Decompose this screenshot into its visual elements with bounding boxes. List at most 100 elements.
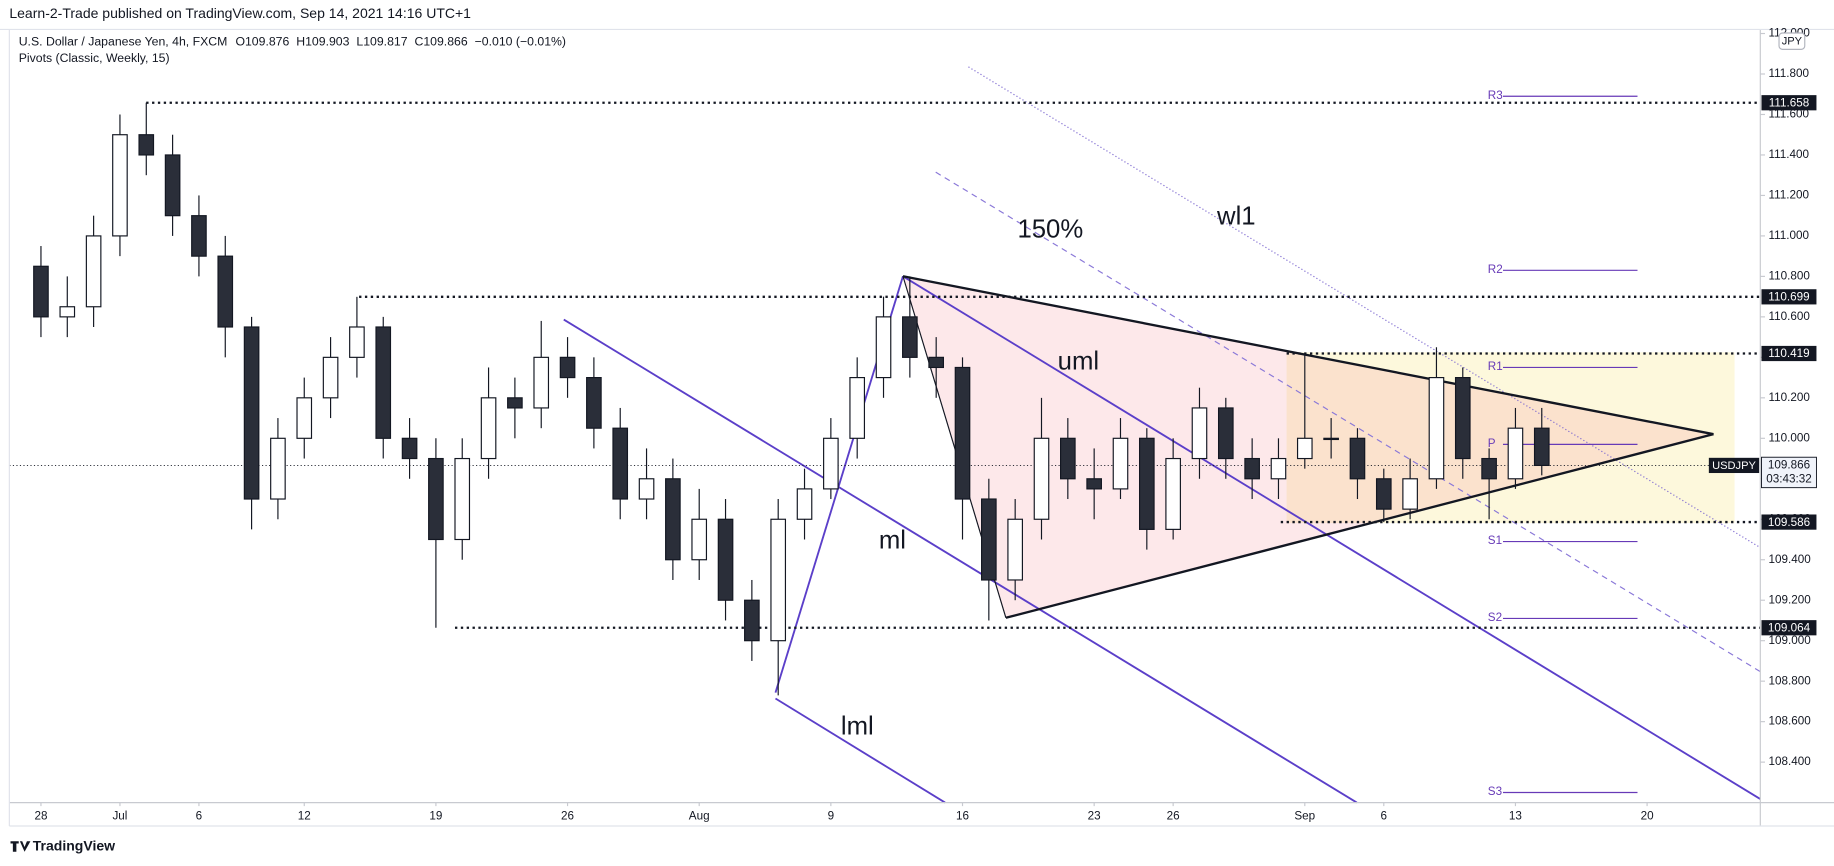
ohlc: C109.866 bbox=[414, 35, 467, 49]
ohlc: H109.903 bbox=[296, 35, 349, 49]
annotation: 150% bbox=[1017, 215, 1083, 243]
candle-body bbox=[33, 265, 49, 318]
ohlc: O109.876 bbox=[235, 35, 289, 49]
y-tick-label: 108.800 bbox=[1769, 674, 1812, 687]
y-tick-label: 110.000 bbox=[1769, 431, 1811, 444]
uml-line bbox=[902, 275, 1761, 800]
candle-body bbox=[1349, 437, 1366, 480]
candle-body bbox=[270, 437, 286, 500]
x-tick-label: 28 bbox=[34, 810, 47, 823]
y-tick-label: 111.800 bbox=[1769, 67, 1810, 80]
candle-body bbox=[1533, 427, 1550, 467]
y-tick-label: 109.200 bbox=[1769, 593, 1812, 606]
y-tick-label: 109.400 bbox=[1769, 553, 1812, 566]
symbol-info: U.S. Dollar / Japanese Yen, 4h, FXCM O10… bbox=[19, 35, 566, 49]
candle-body bbox=[59, 306, 76, 318]
candle-body bbox=[981, 498, 997, 581]
line-150 bbox=[935, 171, 1761, 673]
triangle-lower bbox=[1005, 433, 1714, 619]
candles bbox=[33, 102, 1550, 696]
candle-body bbox=[1033, 437, 1050, 520]
x-tick-label: 9 bbox=[828, 810, 835, 823]
published: Learn-2-Trade published on TradingView.c… bbox=[9, 5, 471, 21]
candle-body bbox=[428, 457, 444, 541]
x-tick-label: 23 bbox=[1088, 810, 1101, 823]
candle-body bbox=[1191, 407, 1208, 460]
x-tick-label: 26 bbox=[1167, 810, 1180, 823]
candle-body bbox=[744, 599, 760, 642]
annotation: uml bbox=[1058, 348, 1099, 376]
x-tick-label: Sep bbox=[1294, 810, 1315, 823]
annotation: lml bbox=[841, 713, 874, 741]
candle-body bbox=[217, 255, 234, 328]
y-tick-label: 108.400 bbox=[1769, 755, 1812, 768]
candle-body bbox=[1217, 407, 1234, 460]
y-tick-label: 111.400 bbox=[1769, 148, 1810, 161]
pivot-label: R2 bbox=[1488, 263, 1503, 276]
annotation: wl1 bbox=[1216, 203, 1256, 231]
x-tick-label: 12 bbox=[298, 810, 311, 823]
y-tick-label: 108.600 bbox=[1769, 715, 1812, 728]
candle-body bbox=[1323, 437, 1339, 441]
y-tick-label: 110.200 bbox=[1769, 391, 1811, 404]
candle-body bbox=[507, 397, 523, 409]
candle-body bbox=[1007, 518, 1023, 581]
candle-body bbox=[322, 356, 339, 399]
level-label-bg bbox=[1761, 95, 1817, 111]
candle-body bbox=[1060, 437, 1076, 480]
candle-body bbox=[954, 366, 971, 500]
x-tick-label: 20 bbox=[1641, 810, 1655, 823]
candle-body bbox=[875, 316, 892, 379]
candle-body bbox=[928, 356, 945, 369]
candle-body bbox=[349, 326, 365, 358]
candle-body bbox=[1507, 427, 1524, 480]
currency-badge[interactable] bbox=[1778, 32, 1806, 50]
candle-body bbox=[796, 488, 813, 520]
candle-body bbox=[1086, 478, 1102, 490]
candle-body bbox=[612, 427, 629, 500]
candle-body bbox=[138, 134, 155, 156]
candle-body bbox=[243, 326, 260, 500]
candle-body bbox=[902, 316, 918, 358]
indicator: Pivots (Classic, Weekly, 15) bbox=[19, 51, 170, 65]
ml-line bbox=[563, 318, 1358, 804]
level-label-bg bbox=[1761, 345, 1817, 362]
change: −0.010 (−0.01%) bbox=[475, 35, 566, 49]
level-label-bg bbox=[1761, 620, 1817, 636]
candle-body bbox=[849, 377, 866, 439]
candle-body bbox=[1428, 377, 1445, 480]
level-label-bg bbox=[1761, 289, 1817, 305]
level-label: 109.064 bbox=[1768, 621, 1811, 634]
candle-body bbox=[1402, 478, 1418, 510]
x-tick-label: 16 bbox=[956, 810, 969, 823]
triangle-upper bbox=[902, 275, 1714, 436]
candle-body bbox=[112, 134, 128, 237]
candle-body bbox=[691, 518, 708, 561]
level-label: 109.586 bbox=[1768, 516, 1810, 529]
x-tick-label: Aug bbox=[689, 810, 710, 823]
candle-body bbox=[1454, 377, 1471, 460]
symbol-label: USDJPY bbox=[1712, 460, 1756, 472]
level-label: 110.419 bbox=[1768, 347, 1809, 360]
logo bbox=[10, 841, 31, 852]
x-tick-label: 6 bbox=[196, 810, 203, 823]
y-tick-label: 111.200 bbox=[1769, 189, 1810, 202]
candle-body bbox=[586, 377, 602, 429]
level-label: 111.658 bbox=[1769, 96, 1810, 109]
candle-body bbox=[665, 478, 681, 561]
last-price-bg bbox=[1761, 456, 1817, 489]
candle-body bbox=[1165, 457, 1181, 530]
candle-body bbox=[559, 356, 576, 379]
pivot-label: R3 bbox=[1488, 89, 1503, 102]
candle-body bbox=[164, 154, 181, 217]
x-tick-label: 6 bbox=[1381, 810, 1388, 823]
x-tick-label: 13 bbox=[1509, 810, 1522, 823]
candle-body bbox=[480, 397, 497, 460]
candle-body bbox=[375, 326, 392, 439]
candle-body bbox=[401, 437, 418, 460]
candle-body bbox=[533, 356, 550, 409]
candle-body bbox=[191, 215, 207, 257]
candle-body bbox=[1375, 478, 1392, 510]
x-tick-label: Jul bbox=[112, 810, 127, 823]
